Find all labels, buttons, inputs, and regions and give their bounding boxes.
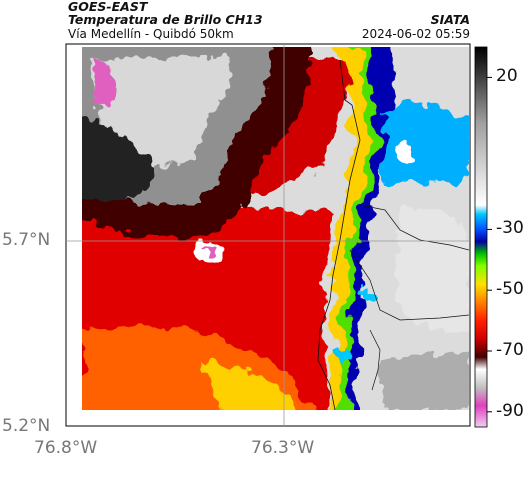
border-line (359, 204, 469, 251)
lat-tick-label: 5.2°N (2, 416, 51, 436)
lon-tick-label: 76.8°W (34, 438, 98, 458)
border-line (349, 249, 469, 321)
colorbar-tick-label: -90 (496, 400, 524, 421)
datetime-label: 2024-06-02 05:59 (361, 27, 470, 41)
satellite-raster (82, 47, 469, 410)
org-label: SIATA (430, 12, 470, 27)
border-line (369, 329, 381, 391)
lon-tick-label: 76.3°W (251, 438, 315, 458)
colorbar-tick-label: -50 (496, 279, 524, 300)
route-subtitle: Vía Medellín - Quibdó 50km (68, 27, 234, 41)
colorbar-tick-label: -70 (496, 340, 524, 360)
colorbar-ticks (487, 76, 492, 413)
coastline (317, 59, 361, 410)
colorbar-tick-label: -30 (496, 218, 524, 239)
satellite-title: GOES-EAST (68, 0, 148, 14)
product-title: Temperatura de Brillo CH13 (68, 12, 263, 27)
lat-tick-label: 5.7°N (2, 230, 51, 250)
colorbar (474, 46, 488, 428)
colorbar-tick-label: 20 (496, 66, 518, 87)
